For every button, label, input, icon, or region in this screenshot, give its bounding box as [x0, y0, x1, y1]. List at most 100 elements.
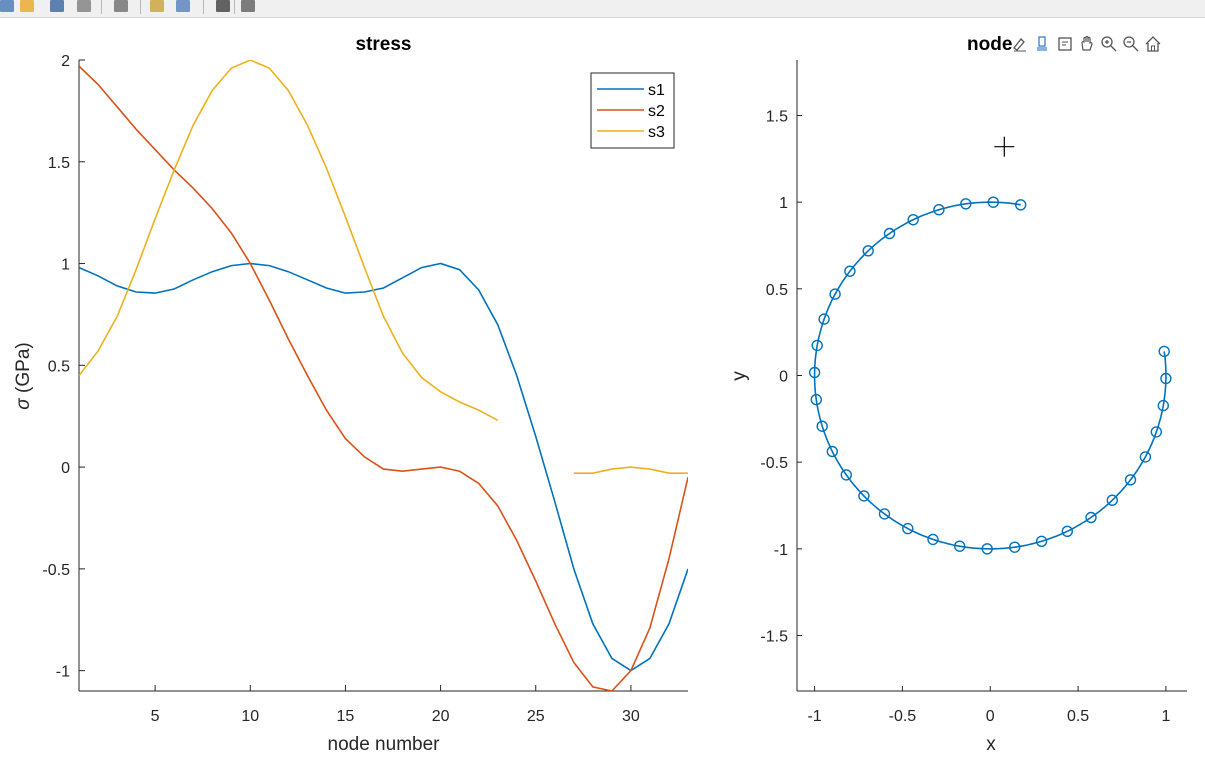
x-tick-label: 5: [151, 708, 160, 725]
node-marker: [1139, 451, 1152, 463]
figure-toolbar: [0, 0, 1205, 18]
brush-edit-icon[interactable]: [1011, 33, 1031, 55]
node-marker: [829, 288, 841, 300]
series-line-s1: [79, 262, 688, 672]
node-marker: [1085, 511, 1097, 524]
y-tick-label: -1.5: [760, 629, 788, 646]
node-marker: [1009, 541, 1021, 553]
save-icon[interactable]: [50, 0, 64, 12]
toolbar-separator: [203, 0, 204, 14]
legend-label-s3: s3: [648, 124, 665, 141]
property-editor-icon[interactable]: [241, 0, 255, 12]
node-marker: [811, 339, 823, 352]
x-tick-label: 0.5: [1067, 708, 1089, 725]
link-icon[interactable]: [114, 0, 128, 12]
chart-title: stress: [356, 34, 412, 55]
insert-colorbar-icon[interactable]: [150, 0, 164, 12]
x-axis-label: node number: [328, 734, 441, 755]
new-figure-icon[interactable]: [0, 0, 14, 12]
x-tick-label: -0.5: [889, 708, 917, 725]
x-tick-label: 10: [241, 708, 259, 725]
node-marker: [858, 490, 870, 502]
node-marker: [816, 420, 828, 432]
y-tick-label: -1: [56, 664, 70, 681]
x-tick-label: 0: [986, 708, 995, 725]
data-tips-icon[interactable]: [1055, 33, 1075, 55]
node-marker: [927, 533, 939, 546]
node-marker: [987, 196, 999, 208]
series-line-s3: [79, 60, 688, 474]
node-marker: [840, 469, 852, 481]
y-tick-label: 0: [61, 460, 70, 477]
y-axis-label: σ (GPa): [13, 342, 34, 409]
y-axis-label: y: [729, 371, 750, 381]
node-marker: [1160, 372, 1172, 385]
node-marker: [907, 213, 919, 226]
toolbar-separator: [140, 0, 141, 14]
node-marker: [808, 366, 821, 379]
x-tick-label: 15: [337, 708, 355, 725]
y-tick-label: 1: [61, 257, 70, 274]
y-tick-label: 0.5: [766, 282, 788, 299]
y-tick-label: -1: [774, 542, 788, 559]
x-axis-label: x: [986, 734, 996, 755]
node-marker: [878, 508, 891, 520]
node-marker: [818, 313, 830, 325]
y-tick-label: 1: [779, 195, 788, 212]
insert-legend-icon[interactable]: [176, 0, 190, 12]
x-tick-label: 30: [622, 708, 640, 725]
x-tick-label: 1: [1161, 708, 1170, 725]
node-curve: [813, 201, 1167, 550]
node-marker: [1015, 199, 1027, 211]
zoom-out-icon[interactable]: [1121, 33, 1141, 55]
chart-title: node: [967, 34, 1012, 55]
node-axes[interactable]: -1 -0.5 0 0.5 1 -1.5 -1 -0.5 0 0.5 1 1.5 node x y: [729, 34, 1187, 755]
legend: s1 s2 s3: [590, 72, 675, 149]
node-marker: [844, 265, 856, 277]
node-marker: [1157, 399, 1170, 412]
node-marker: [810, 393, 822, 406]
toolbar-separator: [101, 0, 102, 14]
y-tick-label: 0.5: [48, 358, 70, 375]
zoom-in-icon[interactable]: [1099, 33, 1119, 55]
x-tick-label: 25: [527, 708, 545, 725]
stress-axes[interactable]: 5 10 15 20 25 30 -1 -0.5 0 0.5 1 1.5 2 stress node num…: [13, 34, 688, 755]
node-marker: [862, 245, 874, 257]
x-tick-label: -1: [807, 708, 821, 725]
node-marker: [1124, 474, 1137, 486]
node-marker: [883, 227, 896, 240]
x-tick-label: 20: [432, 708, 450, 725]
series-line-s2: [79, 65, 688, 691]
node-marker: [1106, 494, 1119, 506]
y-tick-label: 1.5: [48, 155, 70, 172]
plot-area: [79, 60, 688, 691]
data-brush-icon[interactable]: [1033, 33, 1053, 55]
node-marker: [981, 543, 993, 555]
node-marker: [826, 445, 838, 458]
pointer-icon[interactable]: [216, 0, 230, 12]
node-marker: [933, 203, 945, 216]
pan-hand-icon[interactable]: [1077, 33, 1097, 55]
node-marker: [960, 198, 972, 210]
y-tick-label: -0.5: [42, 562, 70, 579]
y-tick-label: -0.5: [760, 455, 788, 472]
node-marker: [1035, 535, 1048, 547]
toolbar-separator: [234, 0, 235, 14]
node-marker: [1061, 525, 1074, 537]
plot-area: [808, 196, 1172, 555]
legend-label-s1: s1: [648, 82, 665, 99]
open-file-icon[interactable]: [20, 0, 34, 12]
home-icon[interactable]: [1143, 33, 1163, 55]
node-marker: [1158, 345, 1170, 358]
print-icon[interactable]: [77, 0, 91, 12]
axes-toolbar: [1011, 33, 1163, 55]
y-axis-label-symbol: σ: [13, 397, 34, 410]
node-marker: [902, 522, 914, 535]
legend-label-s2: s2: [648, 103, 665, 120]
y-tick-label: 1.5: [766, 108, 788, 125]
y-axis-label-unit: (GPa): [13, 342, 34, 398]
y-tick-label: 2: [61, 53, 70, 70]
y-tick-label: 0: [779, 369, 788, 386]
node-marker: [1150, 426, 1163, 438]
